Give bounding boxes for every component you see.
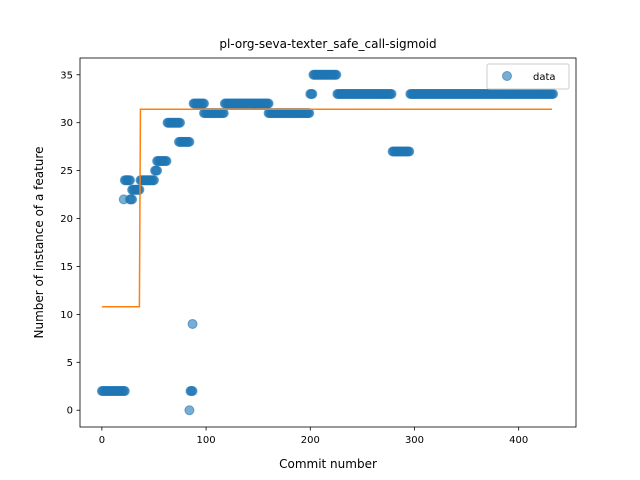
y-tick-label: 25: [60, 166, 73, 177]
data-point: [161, 156, 172, 167]
x-tick-label: 0: [99, 435, 105, 446]
data-point: [127, 194, 138, 205]
x-tick-label: 400: [509, 435, 528, 446]
data-point: [307, 88, 318, 99]
x-axis-label: Commit number: [279, 457, 377, 471]
data-point: [175, 117, 186, 128]
fit-line: [101, 108, 553, 308]
y-tick-label: 35: [60, 70, 73, 81]
y-tick-label: 10: [60, 310, 73, 321]
data-point: [386, 88, 397, 99]
data-point: [184, 405, 195, 416]
legend-label-data: data: [533, 72, 556, 83]
y-tick-label: 5: [67, 358, 73, 369]
data-point: [125, 175, 136, 186]
x-tick-label: 100: [197, 435, 216, 446]
y-tick-label: 20: [60, 214, 73, 225]
y-tick-label: 15: [60, 262, 73, 273]
data-point: [548, 88, 559, 99]
x-tick-label: 200: [301, 435, 320, 446]
data-point: [187, 386, 198, 397]
data-point: [184, 136, 195, 147]
legend: data: [486, 63, 570, 90]
data-point: [187, 318, 198, 329]
plot-area: [96, 69, 559, 416]
y-tick-label: 30: [60, 118, 73, 129]
chart-title: pl-org-seva-texter_safe_call-sigmoid: [219, 37, 436, 51]
data-point: [152, 165, 163, 176]
y-axis-label: Number of instance of a feature: [32, 147, 46, 339]
data-point: [148, 175, 159, 186]
data-point: [331, 69, 342, 80]
data-point: [404, 146, 415, 157]
legend-box: [486, 63, 570, 90]
axes-frame: [79, 57, 577, 428]
data-point: [119, 386, 130, 397]
y-tick-label: 0: [67, 406, 73, 417]
x-tick-label: 300: [405, 435, 424, 446]
data-point: [199, 98, 209, 109]
legend-marker-data: [502, 71, 512, 81]
data-point: [263, 98, 274, 109]
